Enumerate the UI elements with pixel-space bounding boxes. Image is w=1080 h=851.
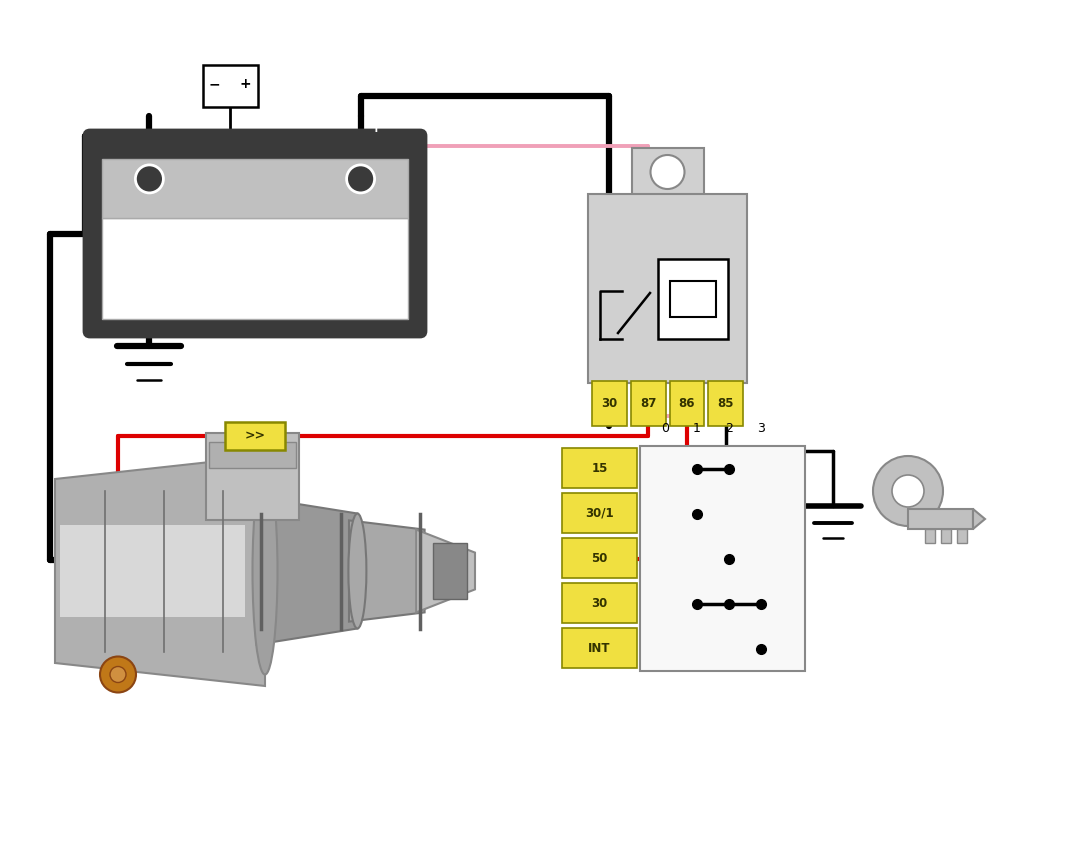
Circle shape <box>892 475 924 507</box>
FancyBboxPatch shape <box>84 130 426 337</box>
Bar <box>562 538 637 578</box>
Ellipse shape <box>349 513 366 629</box>
Text: 15: 15 <box>592 462 608 475</box>
Ellipse shape <box>253 467 278 675</box>
Bar <box>102 218 408 319</box>
Circle shape <box>873 456 943 526</box>
Bar <box>433 544 467 598</box>
Polygon shape <box>257 497 357 644</box>
Bar <box>203 65 257 107</box>
Text: 0: 0 <box>661 421 669 435</box>
Bar <box>670 381 704 426</box>
Circle shape <box>110 666 126 683</box>
Circle shape <box>100 656 136 693</box>
Bar <box>562 628 637 668</box>
Bar <box>924 529 935 543</box>
Bar <box>631 381 665 426</box>
Circle shape <box>650 155 685 189</box>
Text: +: + <box>240 77 252 91</box>
Bar <box>562 493 637 533</box>
Bar <box>562 583 637 623</box>
Bar <box>562 448 637 488</box>
Text: +: + <box>369 121 382 135</box>
Bar <box>592 381 626 426</box>
Text: 30: 30 <box>602 397 618 410</box>
Bar <box>225 422 285 450</box>
Text: 1: 1 <box>693 421 701 435</box>
Polygon shape <box>55 456 265 686</box>
Text: 50: 50 <box>592 552 608 565</box>
Bar <box>658 259 728 339</box>
Text: 86: 86 <box>678 397 696 410</box>
FancyBboxPatch shape <box>588 194 747 383</box>
Bar <box>708 381 743 426</box>
Text: 30/1: 30/1 <box>585 507 613 520</box>
Circle shape <box>347 165 375 193</box>
Bar <box>941 529 951 543</box>
Text: INT: INT <box>589 642 611 655</box>
Circle shape <box>135 165 163 193</box>
Text: 3: 3 <box>757 421 765 435</box>
Bar <box>632 148 703 196</box>
Bar <box>640 446 805 671</box>
Bar <box>206 433 298 521</box>
Bar <box>670 281 716 317</box>
Bar <box>957 529 967 543</box>
Bar <box>908 509 973 529</box>
Polygon shape <box>349 521 424 621</box>
Bar <box>102 159 408 218</box>
Text: −: − <box>208 77 220 91</box>
Bar <box>60 525 245 617</box>
Bar <box>210 442 296 468</box>
Polygon shape <box>416 529 475 613</box>
Text: −: − <box>129 121 140 135</box>
Text: >>: >> <box>244 430 266 443</box>
Text: 87: 87 <box>640 397 657 410</box>
Text: 30: 30 <box>592 597 608 610</box>
Text: 85: 85 <box>717 397 734 410</box>
Text: 2: 2 <box>725 421 733 435</box>
Polygon shape <box>973 509 985 529</box>
